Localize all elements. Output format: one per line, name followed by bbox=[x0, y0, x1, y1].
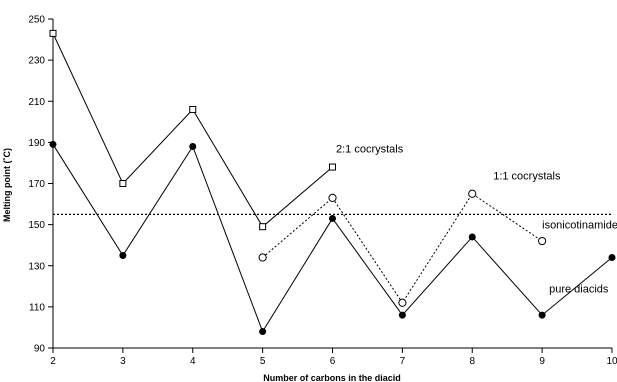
data-point bbox=[119, 180, 127, 187]
y-tick-label: 210 bbox=[28, 97, 45, 108]
series-line bbox=[262, 193, 543, 304]
y-tick-label: 90 bbox=[34, 344, 46, 355]
data-point bbox=[119, 251, 127, 259]
x-tick-label: 8 bbox=[469, 356, 475, 367]
axes: 90 110 130 150 170 190 210 230 250 2 3 4 5 6 7 8 9 10 bbox=[28, 15, 617, 368]
data-point bbox=[49, 140, 57, 148]
data-point bbox=[49, 29, 57, 37]
x-tick-label: 10 bbox=[606, 356, 617, 367]
data-point bbox=[538, 311, 546, 319]
data-point bbox=[258, 253, 267, 262]
x-tick-label: 5 bbox=[260, 356, 266, 367]
data-point bbox=[329, 163, 336, 171]
y-tick-label: 230 bbox=[28, 56, 45, 67]
x-axis-title: Number of carbons in the diacid bbox=[263, 373, 401, 382]
y-axis-title: Melting point (˚C) bbox=[2, 148, 12, 222]
annotation-label: 1:1 cocrystals bbox=[493, 170, 561, 182]
x-tick-label: 2 bbox=[50, 356, 56, 367]
y-tick-label: 170 bbox=[28, 179, 45, 190]
y-tick-label: 190 bbox=[28, 138, 45, 149]
data-point bbox=[189, 142, 197, 150]
data-point bbox=[468, 233, 476, 241]
x-tick-label: 3 bbox=[120, 356, 126, 367]
data-point bbox=[259, 223, 267, 231]
y-tick-label: 150 bbox=[28, 220, 45, 231]
annotations-group: 2:1 cocrystals 1:1 cocrystals isonicotinam… bbox=[336, 144, 617, 296]
data-point bbox=[328, 193, 337, 202]
x-tick-label: 4 bbox=[190, 356, 196, 367]
y-tick-label: 130 bbox=[28, 261, 45, 272]
annotation-label: pure diacids bbox=[549, 283, 609, 295]
data-point bbox=[189, 105, 197, 113]
data-point bbox=[538, 236, 547, 246]
x-tick-label: 9 bbox=[539, 356, 545, 367]
x-tick-label: 6 bbox=[330, 356, 336, 367]
data-point bbox=[259, 328, 267, 336]
annotation-label: isonicotinamide bbox=[542, 220, 617, 232]
annotation-label: 2:1 cocrystals bbox=[336, 144, 404, 156]
data-point bbox=[329, 214, 336, 222]
data-point bbox=[608, 254, 616, 262]
data-point bbox=[398, 311, 406, 319]
x-tick-label: 7 bbox=[400, 356, 406, 367]
series-2-1-cocrystals bbox=[49, 29, 336, 231]
y-tick-label: 250 bbox=[28, 15, 45, 26]
y-tick-label: 110 bbox=[29, 302, 45, 313]
series-group bbox=[49, 29, 616, 336]
series-1-1-cocrystals bbox=[258, 189, 547, 307]
data-point bbox=[398, 298, 407, 307]
series-pure-diacids bbox=[49, 140, 616, 336]
data-point bbox=[468, 189, 477, 198]
series-line bbox=[52, 33, 333, 228]
